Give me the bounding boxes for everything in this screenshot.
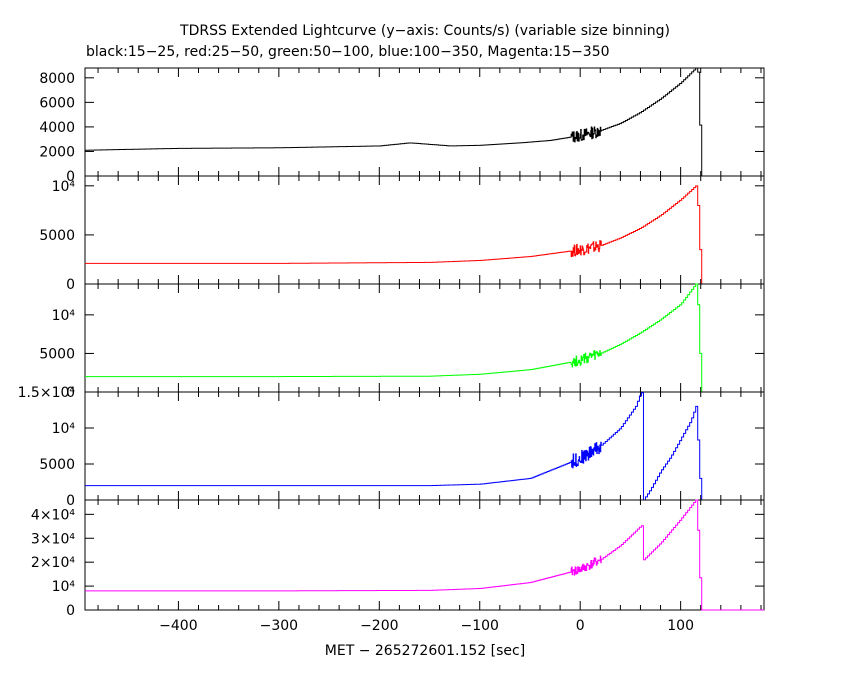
y-tick-label: 0: [66, 385, 75, 401]
series-line-0: [85, 67, 764, 177]
series-line-4: [85, 499, 764, 611]
y-tick-label: 2×10⁴: [31, 555, 75, 571]
x-tick-label: −300: [260, 618, 298, 634]
panel-frame: [84, 67, 765, 177]
x-tick-label: 100: [667, 618, 694, 634]
panel-frame: [84, 391, 765, 501]
y-tick-label: 4×10⁴: [31, 507, 75, 523]
y-tick-label: 0: [66, 277, 75, 293]
y-tick-label: 0: [66, 603, 75, 619]
x-tick-label: −200: [360, 618, 398, 634]
y-tick-label: 2000: [39, 144, 75, 160]
y-tick-label: 0: [66, 169, 75, 185]
x-tick-label: −100: [461, 618, 499, 634]
panel-frame: [84, 175, 765, 285]
x-axis-label: MET − 265272601.152 [sec]: [325, 643, 525, 659]
chart-panels: 020004000600080000500010⁴0500010⁴0500010…: [18, 67, 765, 634]
y-tick-label: 5000: [39, 457, 75, 473]
y-tick-label: 10⁴: [52, 579, 76, 595]
series-line-2: [85, 283, 764, 393]
panel-1: 0 5000 10⁴: [39, 175, 765, 293]
y-tick-label: 8000: [39, 71, 75, 87]
y-tick-label: 3×10⁴: [31, 531, 75, 547]
chart-title: TDRSS Extended Lightcurve (y−axis: Count…: [180, 23, 670, 39]
y-tick-label: 1.5×10⁴: [18, 385, 76, 401]
series-line-1: [85, 185, 764, 285]
y-tick-label: 10⁴: [52, 179, 76, 195]
panel-2: 0 5000 10⁴: [39, 283, 765, 401]
y-tick-label: 6000: [39, 95, 75, 111]
panel-4: 0 10⁴ 2×10⁴ 3×10⁴ 4×10⁴: [31, 499, 765, 619]
panel-3: 0 5000 10⁴ 1.5×10⁴: [18, 385, 765, 509]
y-tick-label: 5000: [39, 346, 75, 362]
y-tick-label: 0: [66, 493, 75, 509]
panel-0: 0 2000 4000 6000 8000: [39, 67, 765, 185]
y-tick-label: 10⁴: [52, 308, 76, 324]
series-line-3: [85, 392, 764, 501]
y-tick-label: 5000: [39, 228, 75, 244]
panel-frame: [84, 499, 765, 611]
x-tick-label: 0: [576, 618, 585, 634]
chart-subtitle: black:15−25, red:25−50, green:50−100, bl…: [86, 44, 610, 60]
y-tick-label: 4000: [39, 120, 75, 136]
y-tick-label: 10⁴: [52, 421, 76, 437]
x-tick-label: −400: [159, 618, 197, 634]
